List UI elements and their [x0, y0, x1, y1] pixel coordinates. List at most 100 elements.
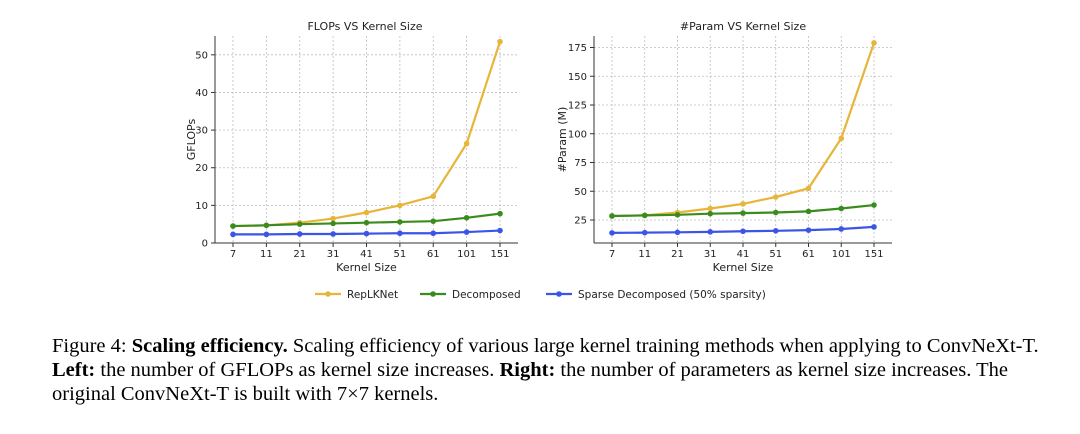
caption-right-label: Right:	[499, 359, 556, 381]
data-point-decomposed	[230, 223, 236, 229]
y-tick-label: 175	[568, 43, 587, 54]
y-tick-label: 40	[195, 88, 208, 99]
legend: RepLKNet Decomposed Sparse Decomposed (50%…	[315, 289, 766, 301]
data-point-decomposed	[330, 220, 336, 227]
caption-label: Figure 4:	[52, 335, 127, 357]
y-tick-label: 25	[574, 216, 587, 227]
data-point-replknet	[363, 209, 370, 216]
x-tick-label: 51	[394, 249, 407, 260]
x-tick-label: 21	[293, 249, 306, 260]
caption-bold-title: Scaling efficiency.	[131, 335, 288, 357]
data-point-decomposed	[805, 208, 812, 215]
data-point-decomposed	[397, 219, 403, 225]
x-tick-label: 7	[609, 249, 615, 260]
y-tick-label: 10	[195, 201, 208, 212]
legend-label-decomposed: Decomposed	[452, 289, 521, 301]
data-point-decomposed	[296, 221, 303, 227]
data-point-sparse-decomposed-50-sparsity	[871, 224, 877, 230]
data-point-decomposed	[609, 213, 615, 219]
y-tick-label: 0	[202, 239, 208, 250]
x-tick-label: 61	[427, 249, 440, 260]
data-point-replknet	[707, 205, 714, 212]
legend-marker-decomposed	[430, 291, 436, 297]
chart-params: #Param VS Kernel Size 25 50 75 100 125 150 175 7…	[556, 20, 892, 274]
x-tick-label: 61	[802, 249, 815, 260]
x-tick-label: 151	[490, 249, 509, 260]
data-point-decomposed	[772, 209, 779, 216]
data-point-replknet	[838, 135, 845, 142]
x-tick-label: 7	[230, 249, 236, 260]
data-point-decomposed	[430, 218, 437, 224]
x-tick-label: 51	[769, 249, 782, 260]
x-tick-label: 11	[260, 249, 273, 260]
data-point-sparse-decomposed-50-sparsity	[641, 229, 648, 236]
figure-caption: Figure 4: Scaling efficiency. Scaling ef…	[52, 334, 1042, 406]
y-tick-label: 50	[195, 50, 208, 61]
data-point-replknet	[497, 38, 503, 45]
x-tick-label: 151	[864, 249, 883, 260]
y-tick-label: 20	[195, 163, 208, 174]
y-axis-label: GFLOPs	[185, 119, 198, 161]
caption-text-1: Scaling efficiency of various large kern…	[292, 335, 1039, 357]
data-point-decomposed	[497, 210, 503, 217]
data-point-sparse-decomposed-50-sparsity	[497, 227, 503, 234]
caption-text-2: the number of GFLOPs as kernel size incr…	[100, 359, 495, 381]
y-tick-label: 75	[574, 158, 587, 169]
x-tick-label: 31	[327, 249, 340, 260]
x-axis-label: Kernel Size	[713, 261, 774, 274]
x-tick-label: 11	[638, 249, 651, 260]
chart-title: FLOPs VS Kernel Size	[307, 20, 422, 33]
legend-label-replknet: RepLKNet	[347, 289, 398, 301]
data-point-sparse-decomposed-50-sparsity	[363, 230, 370, 237]
data-point-sparse-decomposed-50-sparsity	[674, 229, 681, 236]
y-tick-label: 125	[568, 101, 587, 112]
data-point-decomposed	[740, 210, 746, 216]
data-point-decomposed	[463, 214, 470, 221]
data-point-decomposed	[674, 212, 681, 218]
data-point-replknet	[772, 194, 779, 200]
data-point-sparse-decomposed-50-sparsity	[397, 230, 403, 237]
data-point-decomposed	[363, 219, 370, 226]
data-point-sparse-decomposed-50-sparsity	[463, 229, 470, 235]
data-point-decomposed	[707, 210, 714, 217]
y-axis-label: #Param (M)	[556, 107, 569, 173]
chart-flops: FLOPs VS Kernel Size 0 10 20 30 40 50 7 11 21 31 41…	[185, 20, 518, 274]
data-point-sparse-decomposed-50-sparsity	[296, 231, 303, 237]
legend-marker-replknet	[325, 291, 331, 297]
x-tick-label: 101	[457, 249, 476, 260]
chart-title: #Param VS Kernel Size	[680, 20, 806, 33]
data-point-replknet	[397, 202, 403, 209]
data-point-sparse-decomposed-50-sparsity	[707, 229, 714, 235]
x-tick-label: 31	[704, 249, 717, 260]
data-point-sparse-decomposed-50-sparsity	[838, 226, 845, 232]
data-point-replknet	[330, 215, 336, 222]
data-point-sparse-decomposed-50-sparsity	[609, 230, 615, 236]
data-point-sparse-decomposed-50-sparsity	[805, 227, 812, 233]
legend-label-sparse-decomposed-50-sparsity: Sparse Decomposed (50% sparsity)	[578, 289, 766, 301]
y-tick-label: 30	[195, 126, 208, 137]
y-tick-label: 100	[568, 129, 587, 140]
caption-left-label: Left:	[52, 359, 96, 381]
legend-marker-sparse-decomposed-50-sparsity	[556, 291, 562, 297]
x-tick-label: 101	[832, 249, 851, 260]
data-point-decomposed	[871, 202, 877, 208]
data-point-replknet	[805, 185, 812, 192]
data-point-decomposed	[263, 222, 270, 229]
y-tick-label: 150	[568, 72, 587, 83]
y-tick-label: 50	[574, 187, 587, 198]
data-point-replknet	[430, 193, 437, 200]
x-tick-label: 41	[737, 249, 750, 260]
caption-text-3: the number of parameters as kernel size …	[52, 359, 1008, 405]
x-tick-label: 41	[360, 249, 373, 260]
x-tick-label: 21	[671, 249, 684, 260]
data-point-replknet	[871, 40, 877, 46]
data-point-replknet	[463, 140, 470, 147]
data-point-sparse-decomposed-50-sparsity	[430, 230, 437, 237]
data-point-sparse-decomposed-50-sparsity	[230, 231, 236, 238]
data-point-sparse-decomposed-50-sparsity	[740, 228, 746, 235]
data-point-decomposed	[641, 212, 648, 219]
x-axis-label: Kernel Size	[336, 261, 397, 274]
data-point-decomposed	[838, 205, 845, 212]
data-point-sparse-decomposed-50-sparsity	[263, 231, 270, 238]
